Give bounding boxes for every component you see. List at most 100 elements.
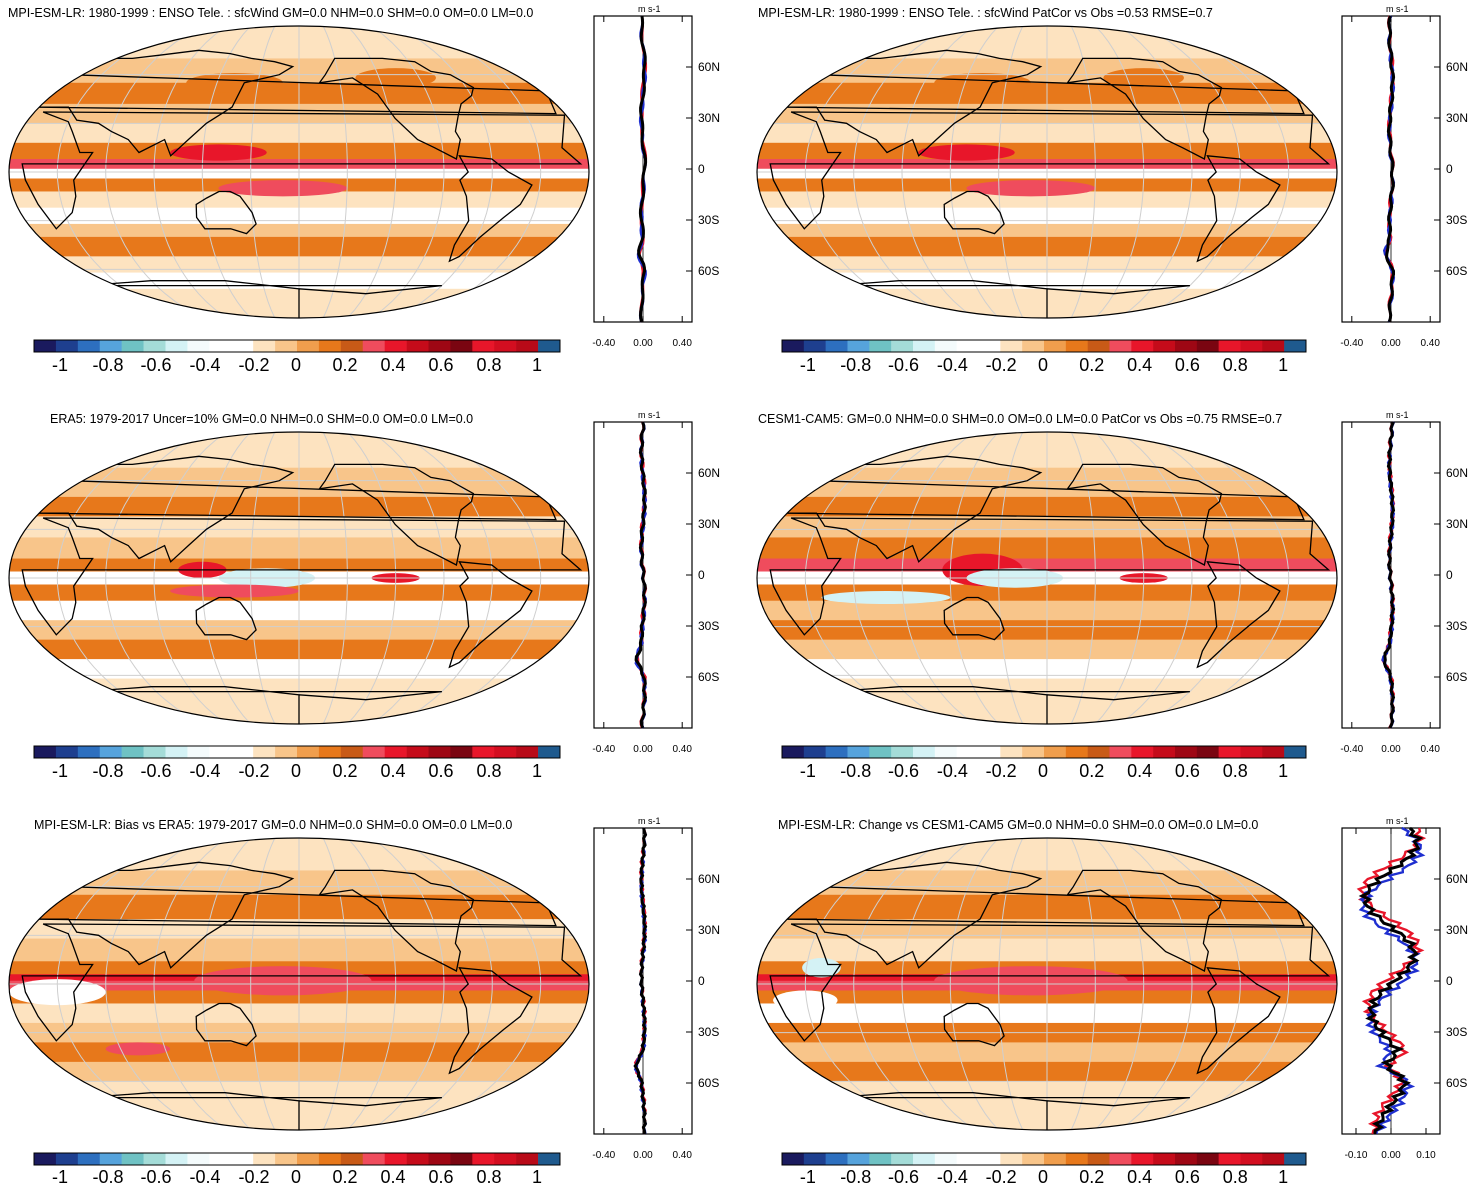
colorbar-tick-label: -0.8 xyxy=(92,1167,124,1187)
map-boundary xyxy=(756,25,1338,319)
coastline xyxy=(195,190,257,235)
coastline xyxy=(318,463,475,566)
colorbar-swatch xyxy=(450,340,473,352)
colorbar-tick-label: 0.2 xyxy=(332,1167,358,1187)
colorbar-swatch xyxy=(782,1153,805,1165)
graticule-meridian xyxy=(853,26,951,318)
lat-tick-label: 30N xyxy=(1446,111,1468,125)
colorbar-swatch xyxy=(275,340,298,352)
colorbar-swatch xyxy=(1065,340,1088,352)
colorbar-swatch xyxy=(869,340,892,352)
colorbar-tick-label: 0 xyxy=(290,1167,302,1187)
colorbar-tick-label: -0.8 xyxy=(92,761,124,781)
lat-tick-label: 60N xyxy=(698,466,720,480)
colorbar-swatch xyxy=(143,340,166,352)
panel-title: ERA5: 1979-2017 Uncer=10% GM=0.0 NHM=0.0… xyxy=(50,412,474,426)
lat-tick-label: 30N xyxy=(1446,517,1468,531)
colorbar-swatch xyxy=(1175,1153,1198,1165)
colorbar-tick-label: -0.2 xyxy=(985,1167,1017,1187)
graticule-meridian xyxy=(901,838,975,1130)
graticule-meridian xyxy=(56,838,179,1130)
graticule-meridian xyxy=(201,26,252,318)
colorbar-swatch xyxy=(1065,1153,1088,1165)
lat-tick-label: 60N xyxy=(1446,60,1468,74)
colorbar-swatch xyxy=(34,340,57,352)
colorbar-tick-label: 0.4 xyxy=(380,761,406,781)
colorbar-swatch xyxy=(847,746,870,758)
field-anomaly xyxy=(966,180,1096,197)
graticule-meridian xyxy=(201,838,252,1130)
colorbar-swatch xyxy=(121,746,144,758)
colorbar-tick-label: -0.2 xyxy=(238,1167,270,1187)
coastline xyxy=(769,111,1331,230)
coastline xyxy=(31,861,557,969)
lat-tick-label: 30N xyxy=(1446,923,1468,937)
colorbar-swatch xyxy=(428,746,451,758)
units-label: m s-1 xyxy=(1386,816,1409,826)
coastline xyxy=(779,861,1305,969)
colorbar-tick-label: 0.6 xyxy=(1174,1167,1200,1187)
colorbar-swatch xyxy=(384,1153,407,1165)
colorbar-swatch xyxy=(165,746,188,758)
colorbar-swatch xyxy=(472,1153,495,1165)
lat-tick-label: 60N xyxy=(698,872,720,886)
colorbar-frame xyxy=(33,745,561,759)
colorbar-tick-label: 0 xyxy=(1037,761,1049,781)
graticule-meridian xyxy=(250,26,276,318)
x-tick-label: -0.40 xyxy=(1340,744,1363,755)
x-tick-label: -0.40 xyxy=(592,744,615,755)
lat-tick-label: 0 xyxy=(1446,974,1453,988)
colorbar-tick-label: 0.8 xyxy=(476,355,502,375)
lat-tick-label: 30N xyxy=(698,923,720,937)
colorbar-swatch xyxy=(494,340,517,352)
colorbar-swatch xyxy=(1065,746,1088,758)
x-tick-label: 0.40 xyxy=(1420,744,1440,755)
colorbar-tick-label: -0.6 xyxy=(888,355,920,375)
coastlines xyxy=(21,861,583,1130)
graticule-meridian xyxy=(56,26,179,318)
world-map xyxy=(8,837,590,1131)
colorbar-swatch xyxy=(1196,1153,1219,1165)
profile-line xyxy=(1382,421,1396,729)
coastline xyxy=(1196,155,1281,263)
colorbar-swatch xyxy=(825,340,848,352)
colorbar-tick-label: 0.4 xyxy=(380,355,406,375)
colorbar-swatch xyxy=(1284,340,1307,352)
colorbar-swatch xyxy=(1022,340,1045,352)
colorbar-swatch xyxy=(428,1153,451,1165)
colorbar-swatch xyxy=(450,746,473,758)
coastline xyxy=(21,111,583,230)
colorbar-tick-label: 0.6 xyxy=(1174,761,1200,781)
coastlines xyxy=(769,49,1331,318)
colorbar-swatch xyxy=(253,1153,276,1165)
colorbar-swatch xyxy=(1000,340,1023,352)
graticule-meridian xyxy=(804,432,927,724)
lat-tick-label: 30N xyxy=(698,111,720,125)
lat-tick-label: 30S xyxy=(698,619,719,633)
colorbar-swatch xyxy=(99,1153,122,1165)
colorbar-tick-label: -0.2 xyxy=(985,761,1017,781)
graticule-meridian xyxy=(419,838,542,1130)
colorbar-swatch xyxy=(55,340,79,352)
colorbar-tick-label: 0.8 xyxy=(476,1167,502,1187)
world-map xyxy=(8,25,590,319)
colorbar-swatch xyxy=(1131,1153,1154,1165)
colorbar-swatch xyxy=(143,1153,166,1165)
graticule-meridian xyxy=(153,26,227,318)
colorbar-tick-label: -0.4 xyxy=(189,355,221,375)
graticule-meridian xyxy=(1143,838,1241,1130)
colorbar-swatch xyxy=(1000,746,1023,758)
graticule-meridian xyxy=(949,432,1000,724)
graticule-meridian xyxy=(419,432,542,724)
profile-line xyxy=(1358,826,1424,1135)
colorbar xyxy=(781,745,1307,759)
x-tick-label: 0.00 xyxy=(633,1150,653,1161)
colorbar-tick-label: 0.8 xyxy=(1222,1167,1248,1187)
colorbar-frame xyxy=(33,1152,561,1166)
graticule-meridian xyxy=(1094,26,1145,318)
field-anomaly xyxy=(918,144,1015,161)
colorbar-swatch xyxy=(869,1153,892,1165)
colorbar-swatch xyxy=(825,746,848,758)
colorbar-swatch xyxy=(384,746,407,758)
field-anomaly xyxy=(821,590,951,604)
